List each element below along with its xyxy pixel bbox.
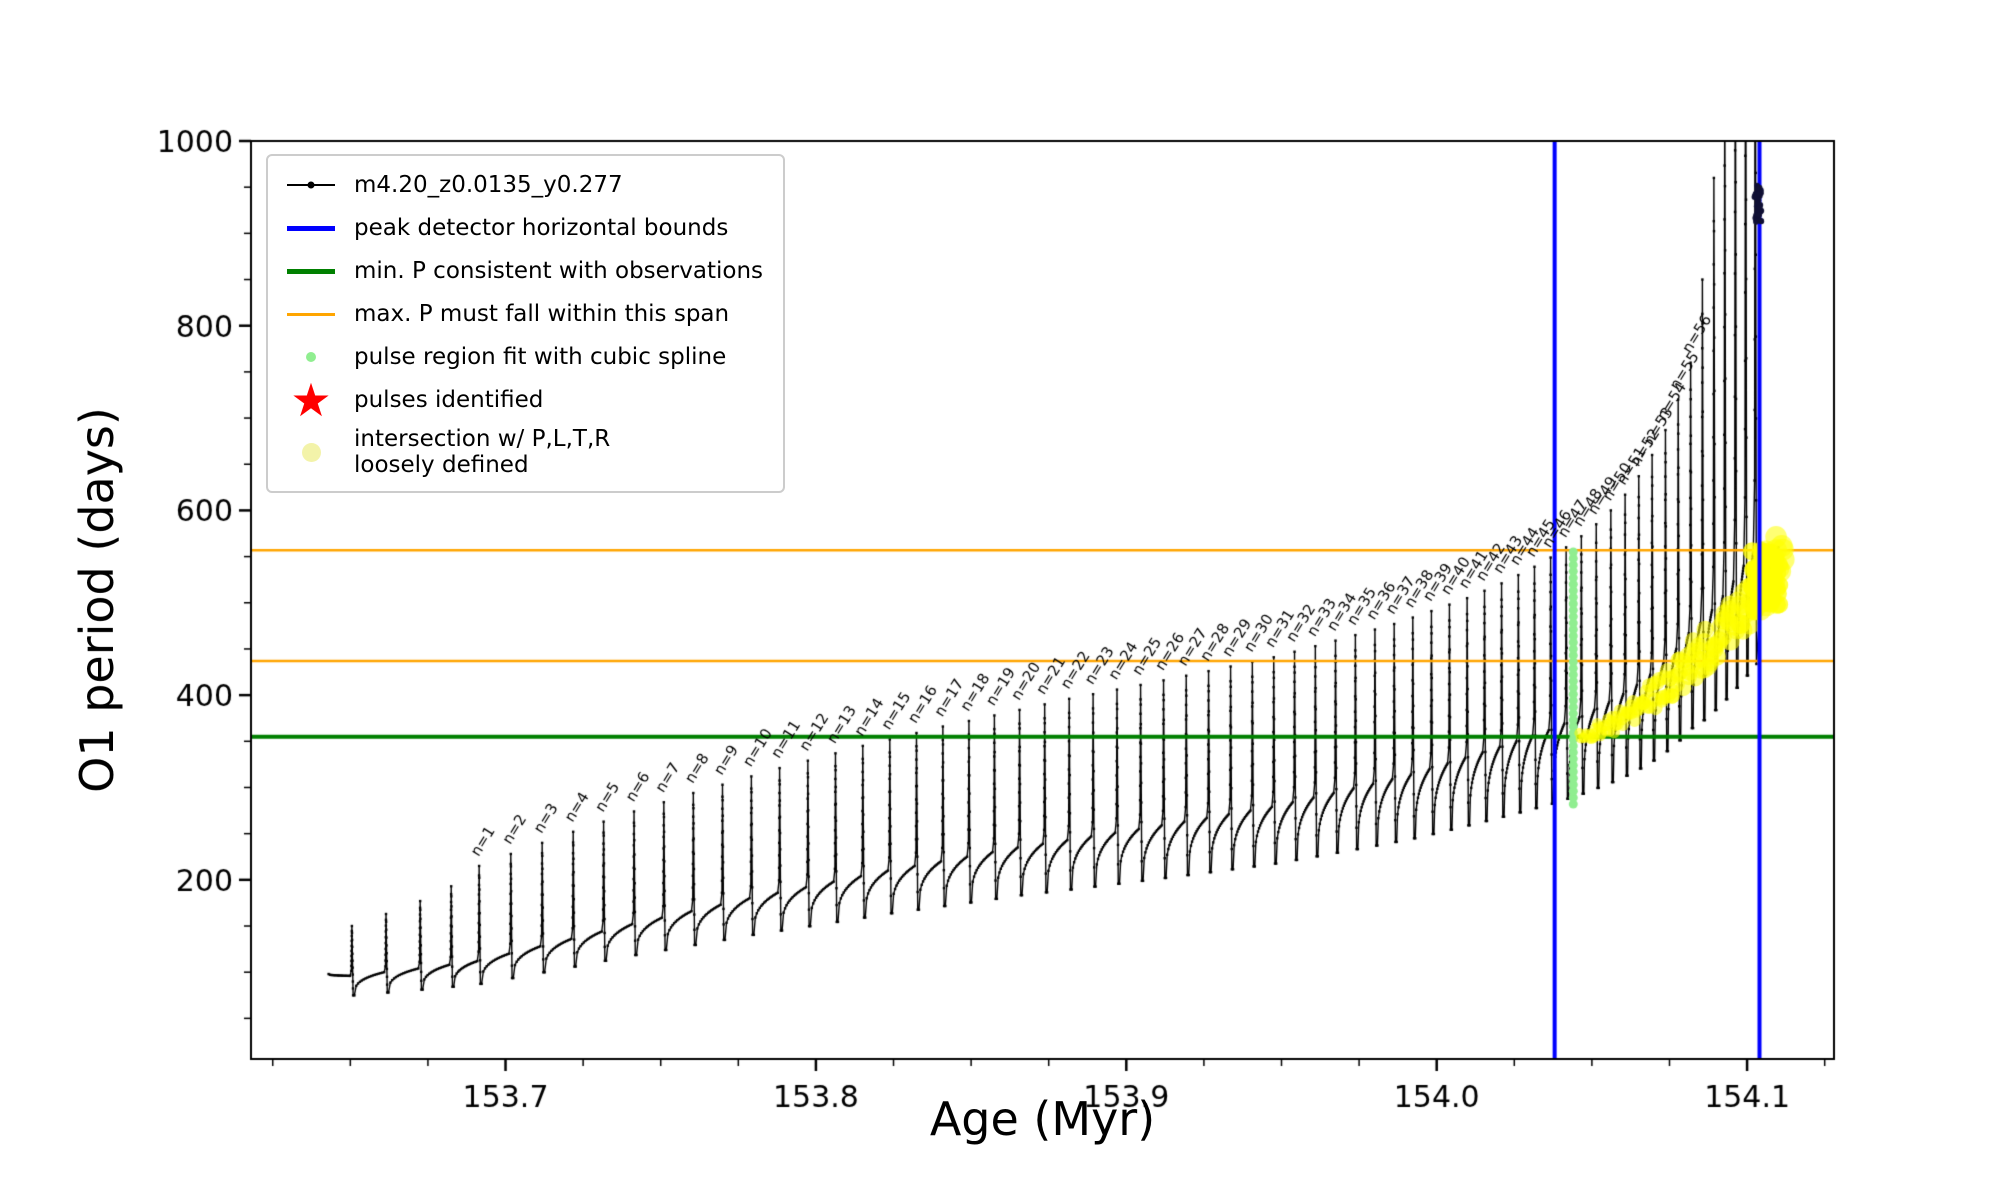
- legend-item-spline-fit: pulse region fit with cubic spline: [282, 340, 763, 374]
- black-line-marker-icon: [282, 181, 340, 189]
- legend-item-peak-bounds: peak detector horizontal bounds: [282, 211, 763, 245]
- y-axis-title: O1 period (days): [70, 407, 124, 793]
- blue-line-marker-icon: [282, 225, 340, 231]
- legend-item-label: intersection w/ P,L,T,R loosely defined: [354, 426, 611, 479]
- legend-item-min-period: min. P consistent with observations: [282, 254, 763, 288]
- legend-item-label: pulse region fit with cubic spline: [354, 343, 727, 370]
- legend-item-label: max. P must fall within this span: [354, 300, 730, 327]
- legend-item-label: peak detector horizontal bounds: [354, 214, 729, 241]
- legend-item-label: m4.20_z0.0135_y0.277: [354, 171, 623, 198]
- legend-item-label: min. P consistent with observations: [354, 257, 764, 284]
- legend-item-label: pulses identified: [354, 386, 544, 413]
- pale-yellow-dot-marker-icon: [282, 442, 340, 462]
- legend-item-model-track: m4.20_z0.0135_y0.277: [282, 168, 763, 202]
- green-line-marker-icon: [282, 268, 340, 274]
- x-axis-title: Age (Myr): [929, 1092, 1156, 1146]
- legend: m4.20_z0.0135_y0.277 peak detector horiz…: [266, 154, 786, 493]
- red-star-marker-icon: [282, 383, 340, 417]
- legend-item-pulses: pulses identified: [282, 383, 763, 417]
- legend-item-intersection: intersection w/ P,L,T,R loosely defined: [282, 426, 763, 479]
- orange-line-marker-icon: [282, 312, 340, 316]
- legend-item-max-period-span: max. P must fall within this span: [282, 297, 763, 331]
- lightgreen-dot-marker-icon: [282, 352, 340, 362]
